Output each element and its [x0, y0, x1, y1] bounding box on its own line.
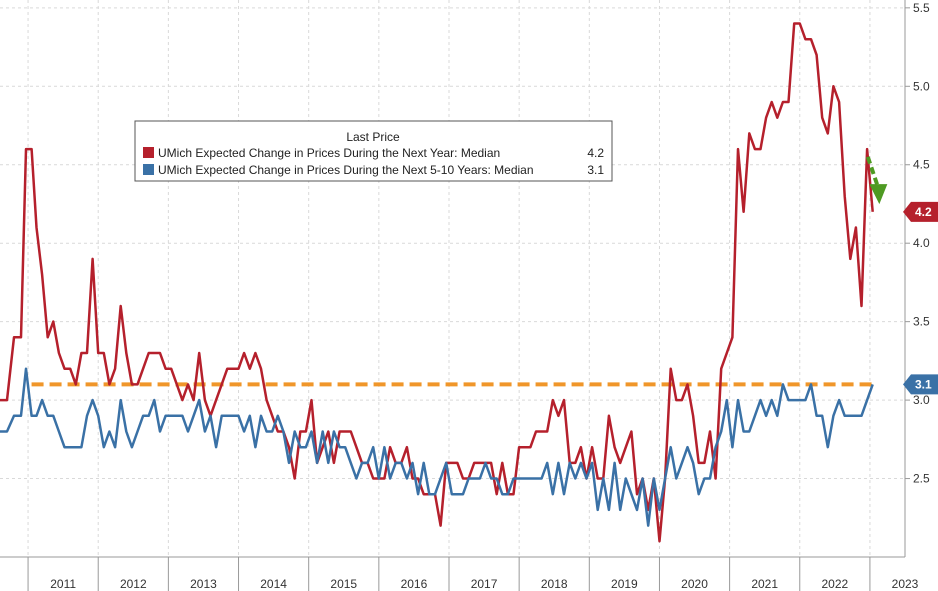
y-tick-label: 5.0 [913, 79, 930, 93]
y-tick-label: 3.0 [913, 393, 930, 407]
x-tick-label: 2011 [50, 577, 76, 591]
legend-label-5-10-years: UMich Expected Change in Prices During t… [158, 163, 534, 177]
x-tick-label: 2014 [260, 577, 287, 591]
last-value-text: 4.2 [915, 205, 932, 219]
last-value-badge [903, 201, 938, 222]
x-tick-label: 2018 [541, 577, 568, 591]
x-tick-label: 2019 [611, 577, 638, 591]
legend-value-next-year: 4.2 [587, 146, 604, 160]
legend-swatch-next-year [143, 147, 154, 158]
y-tick-label: 4.5 [913, 158, 930, 172]
x-tick-label: 2021 [751, 577, 778, 591]
series-layer [0, 22, 874, 543]
legend-title: Last Price [346, 130, 400, 144]
x-tick-label: 2023 [892, 577, 919, 591]
arrow-shaft [865, 156, 881, 189]
x-tick-label: 2015 [330, 577, 357, 591]
y-tick-label: 5.5 [913, 1, 930, 15]
arrow-head [869, 184, 888, 205]
last-value-label-5-10-years: 3.1 [903, 374, 938, 395]
legend: Last Price UMich Expected Change in Pric… [134, 120, 613, 182]
series-line-next-year [0, 22, 874, 543]
y-tick-label: 4.0 [913, 236, 930, 250]
x-tick-label: 2012 [120, 577, 147, 591]
legend-label-next-year: UMich Expected Change in Prices During t… [158, 146, 500, 160]
last-value-label-next-year: 4.2 [903, 201, 938, 222]
last-value-labels: 4.2 3.1 [903, 201, 938, 395]
x-tick-label: 2016 [401, 577, 428, 591]
y-tick-label: 2.5 [913, 472, 930, 486]
grid-layer [0, 0, 905, 557]
last-value-text: 3.1 [915, 377, 932, 391]
series-line-5-10-years [0, 367, 874, 527]
legend-value-5-10-years: 3.1 [587, 163, 604, 177]
legend-box [134, 120, 613, 182]
y-tick-label: 3.5 [913, 315, 930, 329]
last-value-badge [903, 374, 938, 395]
x-tick-label: 2013 [190, 577, 217, 591]
annotation-layer [865, 156, 888, 205]
x-tick-label: 2017 [471, 577, 498, 591]
x-tick-label: 2022 [821, 577, 848, 591]
legend-swatch-5-10-years [143, 164, 154, 175]
x-tick-label: 2020 [681, 577, 708, 591]
